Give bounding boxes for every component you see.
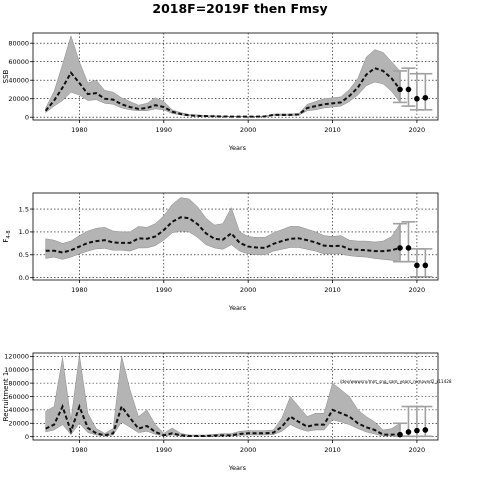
y-axis-label-subscript: 4-8	[6, 230, 12, 238]
estimate-line	[45, 216, 401, 254]
plot-annotation: /dev/wwwsrv/mnt_sng_sam_years_removed2_r…	[340, 379, 452, 384]
y-tick-label: 100000	[4, 366, 29, 374]
y-tick-label: 120000	[4, 353, 29, 361]
estimate-line	[45, 403, 401, 437]
y-tick-label: 80000	[8, 379, 29, 387]
x-tick-label: 2010	[324, 446, 341, 454]
forecast-point	[414, 427, 420, 434]
y-tick-label: 1.0	[19, 228, 29, 236]
x-tick-label: 2010	[324, 286, 341, 294]
confidence-band	[45, 34, 401, 118]
y-tick-label: 20000	[8, 420, 29, 428]
forecast-point	[414, 262, 420, 269]
x-tick-label: 2010	[324, 126, 341, 134]
forecast-point	[414, 95, 420, 102]
y-axis-label: SSB	[2, 69, 10, 83]
forecast-point	[422, 262, 429, 269]
forecast-point	[397, 431, 403, 438]
panel-1: 1980 1990 2000 2010 2020 0 20000 40000 60000 8000…	[2, 32, 439, 152]
x-tick-label: 1990	[156, 446, 173, 454]
y-tick-label: 40000	[8, 77, 29, 85]
panel-2: 1980 1990 2000 2010 2020 0.0 0.5 1.0 1.5 Years F4-…	[2, 192, 439, 312]
y-tick-label: 0	[25, 114, 29, 122]
chart-title: 2018F=2019F then Fmsy	[152, 1, 328, 16]
x-tick-label: 2000	[240, 446, 257, 454]
x-tick-label: 2000	[240, 126, 257, 134]
y-tick-label: 0	[25, 433, 29, 441]
axes-frame	[32, 192, 439, 281]
forecast-point	[405, 245, 412, 251]
y-tick-label: 60000	[8, 393, 29, 401]
y-tick-label: 60000	[8, 58, 29, 66]
x-tick-label: 1980	[71, 126, 88, 134]
y-tick-label: 0.5	[19, 251, 29, 259]
x-tick-label: 2020	[409, 286, 426, 294]
y-tick-label: 20000	[8, 95, 29, 103]
x-tick-label: 1990	[156, 126, 173, 134]
x-tick-label: 2020	[409, 446, 426, 454]
y-tick-label: 80000	[8, 39, 29, 47]
y-axis-label: Recruitment 1	[2, 372, 10, 422]
x-tick-label: 1980	[71, 286, 88, 294]
x-axis-label: Years	[228, 144, 247, 152]
estimate-line	[44, 67, 401, 118]
forecast-point	[422, 427, 429, 433]
x-axis-label: Years	[228, 304, 247, 312]
x-axis-label: Years	[228, 464, 247, 472]
panel-3: 1980 1990 2000 2010 2020 0 20000 40000 60000 8000…	[2, 352, 439, 472]
y-tick-label: 0.0	[19, 274, 29, 282]
y-tick-label: 1.5	[19, 205, 29, 213]
forecast-point	[397, 245, 403, 251]
y-axis-label: F4-8	[2, 230, 12, 242]
axes-frame	[32, 32, 439, 121]
y-tick-label: 40000	[8, 406, 29, 414]
x-tick-label: 2000	[240, 286, 257, 294]
forecast-point	[422, 94, 429, 101]
x-tick-label: 2020	[409, 126, 426, 134]
forecast-point	[397, 86, 403, 93]
confidence-band	[45, 197, 401, 262]
forecast-point	[405, 86, 412, 93]
confidence-band	[45, 354, 401, 437]
x-tick-label: 1980	[71, 446, 88, 454]
forecast-point	[405, 429, 412, 435]
x-tick-label: 1990	[156, 286, 173, 294]
